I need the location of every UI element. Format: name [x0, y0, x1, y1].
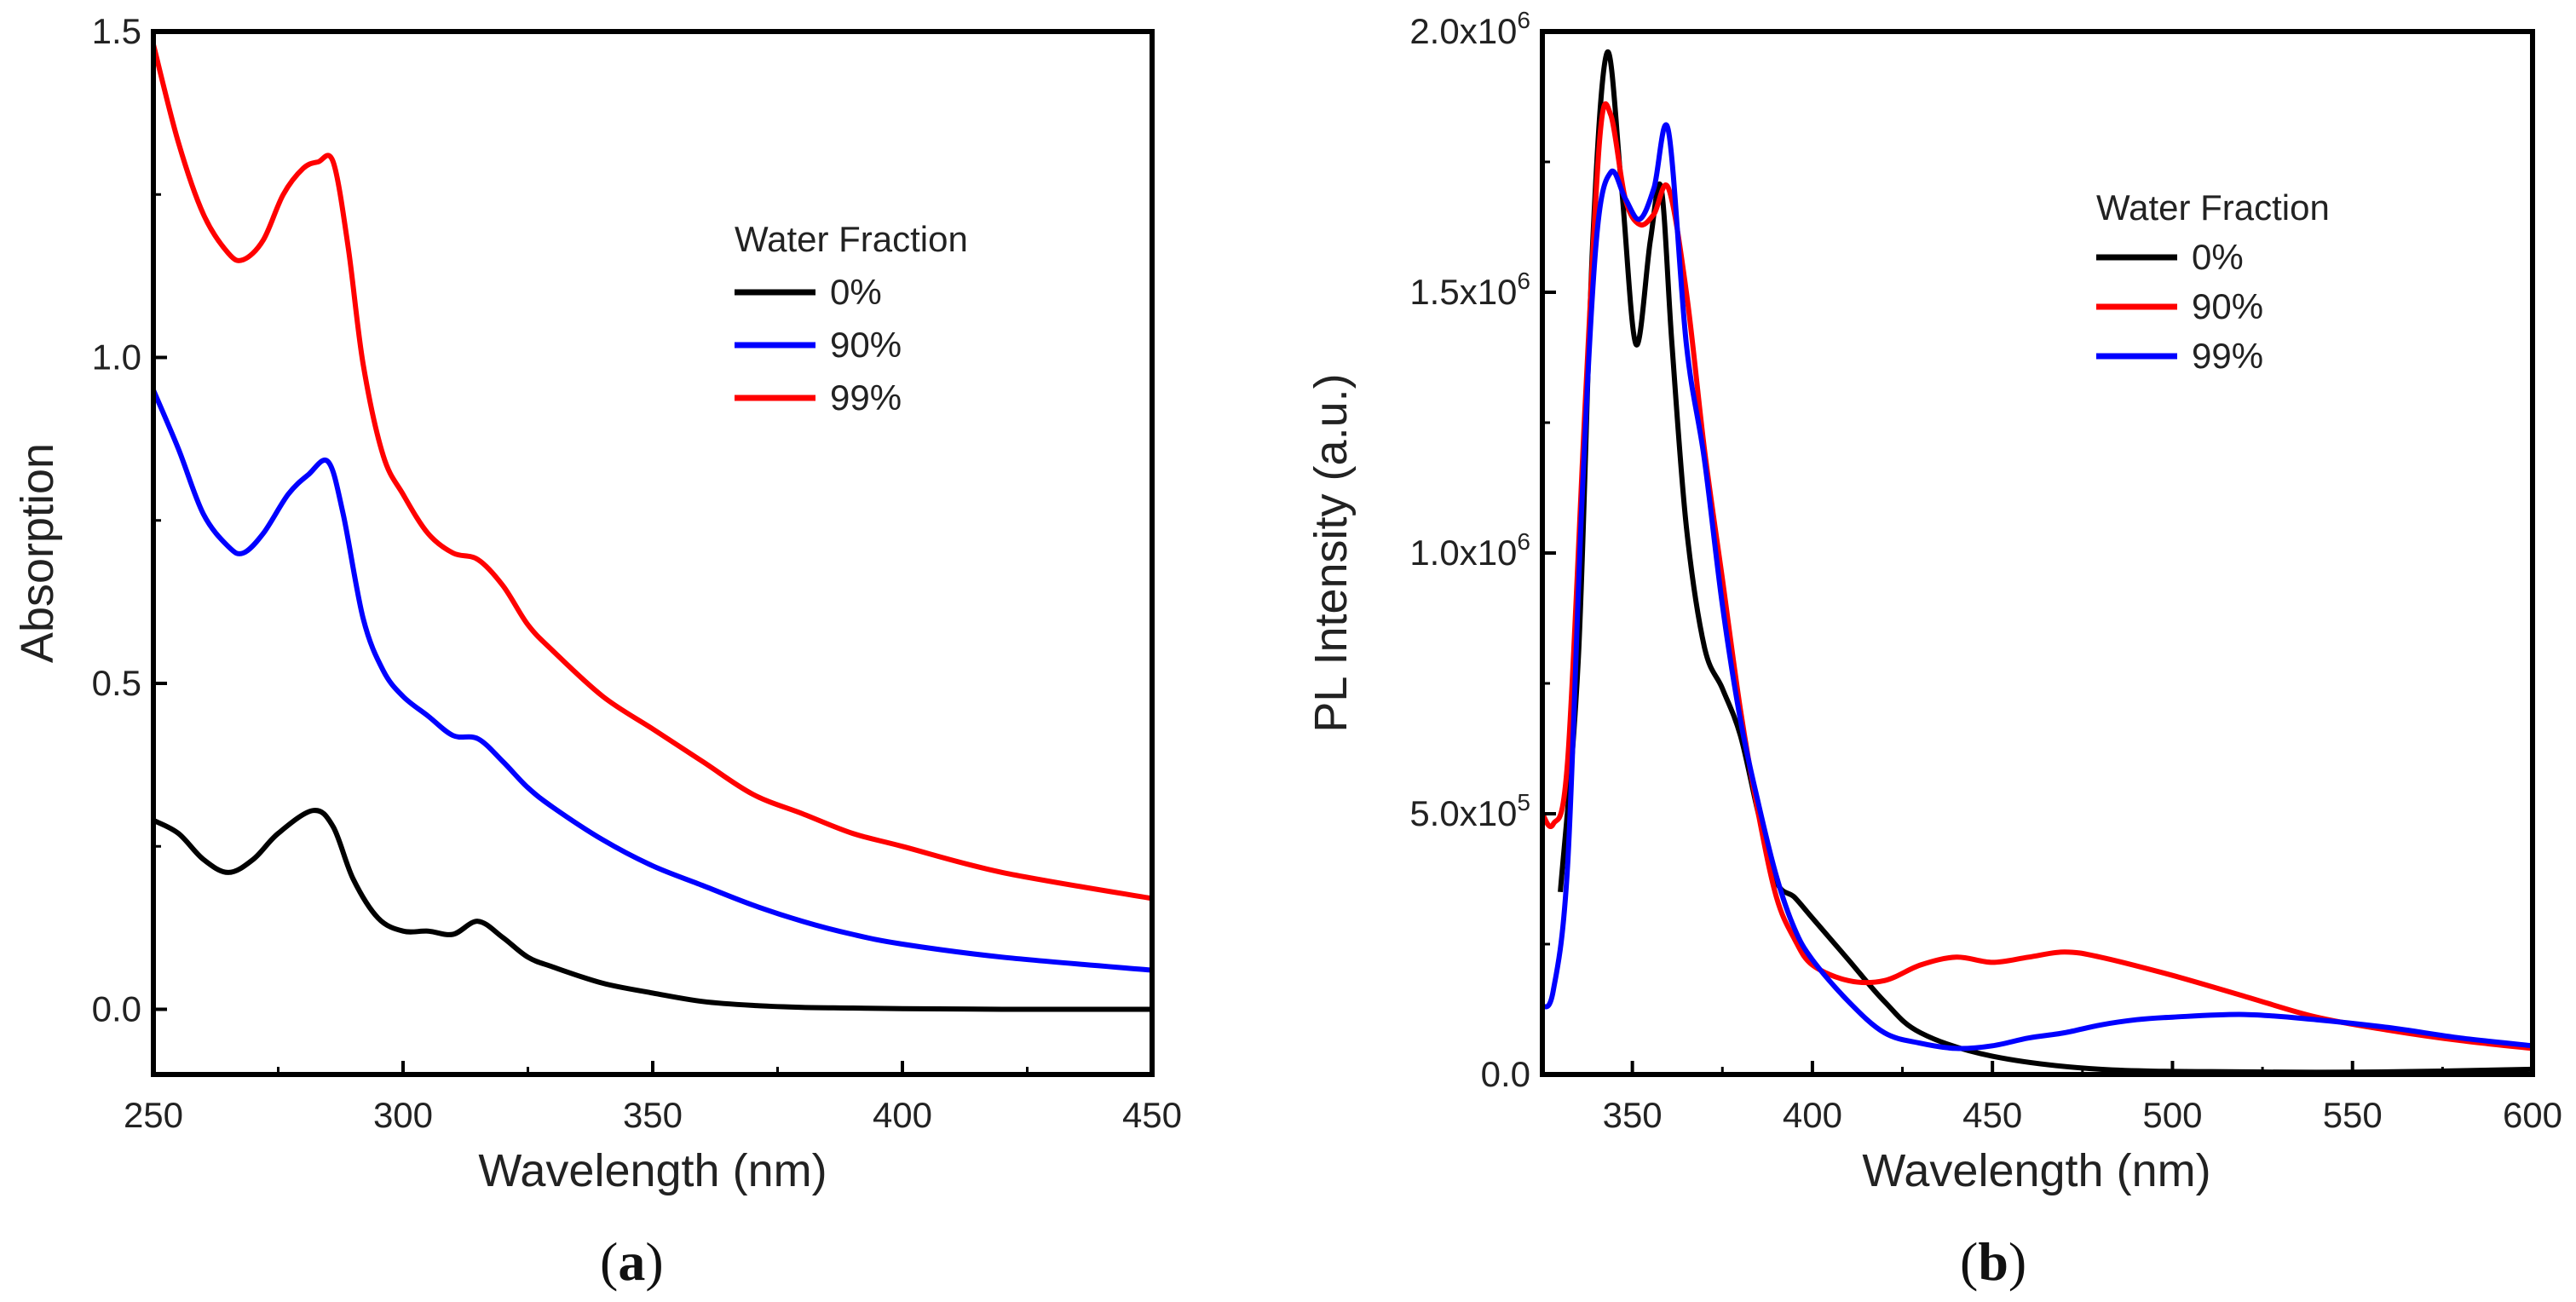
panel-b-caption: (b)	[1960, 1231, 2026, 1292]
panel-b-y-tick-label: 1.5x106	[1409, 268, 1530, 312]
panel-b-y-tick-label: 5.0x105	[1409, 789, 1530, 833]
panel-b-axis-ticks: 350 400 450 500 550 600 0.0 5.0x105 1.0x106 1.5x1…	[1409, 7, 2562, 1135]
panel-b-plot-frame	[1540, 29, 2535, 1077]
panel-a-series-group	[151, 43, 1153, 1012]
panel-a-caption-open: (	[600, 1231, 618, 1292]
panel-a-axis-ticks: 250 300 350 400 450 0.0 0.5 1.0 1.5	[92, 11, 1182, 1135]
panel-b-legend-title: Water Fraction	[2096, 187, 2330, 228]
panel-b-x-tick-label: 400	[1783, 1095, 1842, 1135]
panel-a-series-90pct	[151, 389, 1153, 973]
panel-a-caption-letter: a	[618, 1231, 645, 1292]
panel-a-caption: (a)	[600, 1231, 664, 1292]
panel-a-chart: 250 300 350 400 450 0.0 0.5 1.0 1.5 Wavelength (…	[12, 11, 1182, 1292]
panel-a-y-tick-label: 0.0	[92, 989, 141, 1029]
panel-a-series-0pct	[152, 808, 1153, 1012]
panel-b-chart: 350 400 450 500 550 600 0.0 5.0x105 1.0x106 1.5x1…	[1305, 7, 2562, 1292]
panel-a-x-tick-label: 300	[373, 1095, 433, 1135]
panel-b-caption-close: )	[2008, 1231, 2026, 1292]
panel-a-x-tick-label: 350	[623, 1095, 683, 1135]
panel-b-legend-label: 99%	[2192, 336, 2263, 376]
panel-a-legend-title: Water Fraction	[735, 219, 968, 259]
panel-a-caption-close: )	[645, 1231, 663, 1292]
panel-b-x-axis-title: Wavelength (nm)	[1862, 1145, 2210, 1196]
panel-a-y-tick-label: 1.5	[92, 11, 141, 51]
panel-b-y-tick-label: 1.0x106	[1409, 528, 1530, 573]
panel-a-y-tick-label: 0.5	[92, 663, 141, 703]
panel-b-legend-label: 0%	[2192, 237, 2244, 277]
panel-b-legend: Water Fraction 0% 90% 99%	[2096, 187, 2330, 376]
panel-a-plot-frame	[151, 29, 1155, 1077]
panel-a-legend-label: 99%	[830, 377, 902, 418]
panel-a-x-axis-title: Wavelength (nm)	[478, 1145, 827, 1196]
panel-b-x-tick-label: 600	[2503, 1095, 2562, 1135]
panel-b-x-tick-label: 350	[1603, 1095, 1663, 1135]
panel-b-y-tick-label: 2.0x106	[1409, 7, 1530, 51]
panel-b-y-axis-title: PL Intensity (a.u.)	[1305, 373, 1357, 732]
panel-a-legend-label: 90%	[830, 325, 902, 365]
panel-b-x-tick-label: 450	[1962, 1095, 2022, 1135]
panel-b-series-group	[1540, 49, 2533, 1075]
panel-b-series-99pct	[1540, 122, 2533, 1051]
panel-a-x-tick-label: 250	[124, 1095, 183, 1135]
panel-a-x-tick-label: 400	[873, 1095, 932, 1135]
panel-b-caption-open: (	[1960, 1231, 1978, 1292]
panel-b-legend-label: 90%	[2192, 286, 2263, 326]
panel-a-y-axis-title: Absorption	[12, 443, 63, 663]
panel-a-legend: Water Fraction 0% 90% 99%	[735, 219, 968, 418]
panel-a-series-99pct	[151, 43, 1153, 902]
panel-b-series-0pct	[1558, 49, 2533, 1075]
panel-b-x-tick-label: 550	[2323, 1095, 2383, 1135]
panel-a-x-tick-label: 450	[1122, 1095, 1182, 1135]
panel-b-caption-letter: b	[1978, 1231, 2008, 1292]
panel-b-x-tick-label: 500	[2142, 1095, 2202, 1135]
panel-a-y-tick-label: 1.0	[92, 337, 141, 377]
panel-b-y-tick-label: 0.0	[1481, 1054, 1530, 1094]
panel-a-legend-label: 0%	[830, 272, 882, 312]
